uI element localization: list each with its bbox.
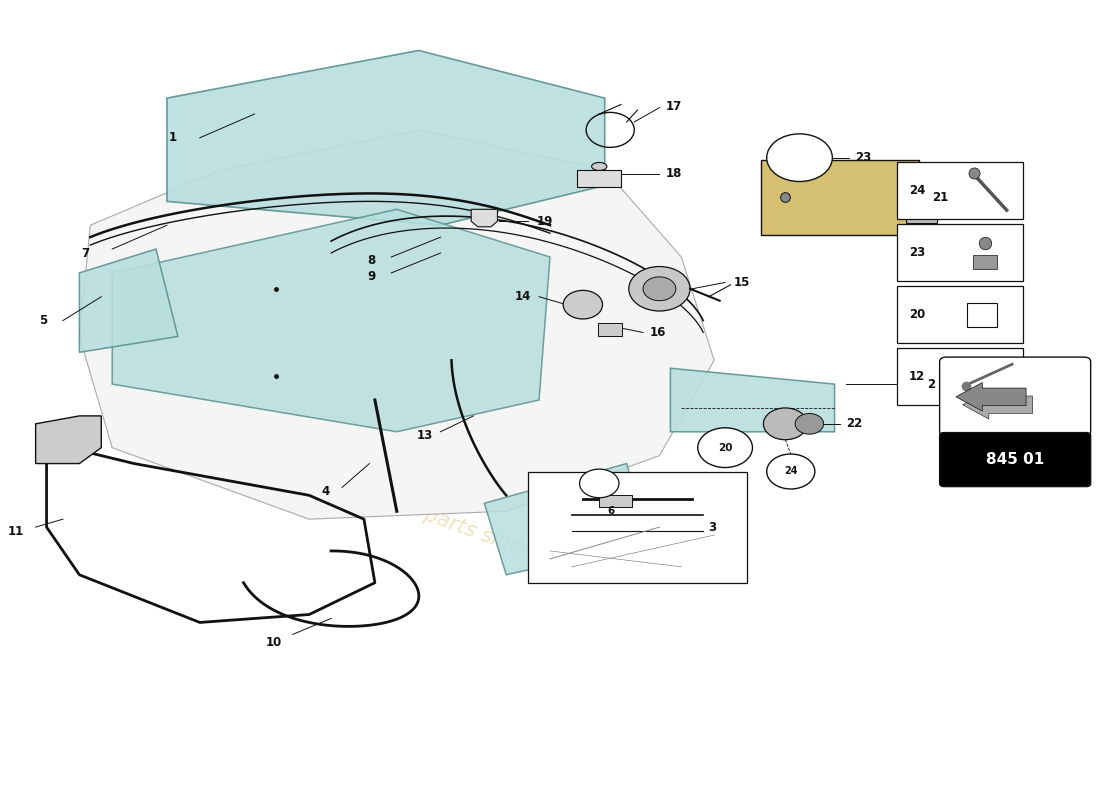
Text: 11: 11 bbox=[8, 525, 24, 538]
FancyBboxPatch shape bbox=[967, 303, 997, 327]
Text: 13: 13 bbox=[417, 430, 433, 442]
FancyBboxPatch shape bbox=[578, 170, 621, 187]
FancyBboxPatch shape bbox=[972, 254, 997, 269]
Polygon shape bbox=[112, 210, 550, 432]
Ellipse shape bbox=[592, 162, 607, 170]
Polygon shape bbox=[79, 130, 714, 519]
Text: 21: 21 bbox=[933, 191, 949, 204]
Polygon shape bbox=[600, 495, 632, 507]
Polygon shape bbox=[167, 50, 605, 226]
Polygon shape bbox=[484, 463, 649, 574]
FancyBboxPatch shape bbox=[939, 357, 1091, 437]
Circle shape bbox=[763, 408, 807, 440]
Polygon shape bbox=[35, 416, 101, 463]
Text: 6: 6 bbox=[607, 506, 615, 516]
Polygon shape bbox=[670, 368, 835, 432]
FancyBboxPatch shape bbox=[898, 286, 1023, 342]
Text: 12: 12 bbox=[909, 370, 925, 382]
FancyArrow shape bbox=[962, 390, 1033, 419]
Circle shape bbox=[580, 469, 619, 498]
FancyBboxPatch shape bbox=[905, 188, 937, 223]
FancyBboxPatch shape bbox=[598, 323, 623, 336]
Text: 5: 5 bbox=[40, 314, 47, 327]
Circle shape bbox=[767, 134, 833, 182]
Text: 18: 18 bbox=[666, 167, 682, 180]
FancyBboxPatch shape bbox=[898, 347, 1023, 405]
Text: 23: 23 bbox=[855, 151, 871, 164]
Text: 24: 24 bbox=[909, 184, 925, 197]
FancyBboxPatch shape bbox=[761, 160, 918, 234]
Text: 1: 1 bbox=[168, 131, 176, 144]
Text: 845 01: 845 01 bbox=[986, 452, 1044, 467]
Text: 15: 15 bbox=[734, 276, 750, 289]
Text: 16: 16 bbox=[650, 326, 667, 339]
Circle shape bbox=[563, 290, 603, 319]
FancyArrow shape bbox=[956, 382, 1026, 411]
FancyBboxPatch shape bbox=[898, 162, 1023, 219]
Text: 17: 17 bbox=[666, 99, 682, 113]
Text: 10: 10 bbox=[266, 636, 283, 649]
Circle shape bbox=[629, 266, 690, 311]
Text: 7: 7 bbox=[80, 246, 89, 259]
Text: 8: 8 bbox=[367, 254, 376, 267]
Text: 23: 23 bbox=[909, 246, 925, 258]
Circle shape bbox=[697, 428, 752, 467]
Text: 2: 2 bbox=[927, 378, 935, 390]
Text: autoparts: autoparts bbox=[328, 358, 619, 506]
Polygon shape bbox=[79, 249, 178, 352]
Text: 20: 20 bbox=[718, 442, 733, 453]
Text: 19: 19 bbox=[537, 214, 552, 228]
Text: 20: 20 bbox=[909, 308, 925, 321]
FancyBboxPatch shape bbox=[898, 224, 1023, 281]
Text: 4: 4 bbox=[321, 485, 330, 498]
Text: 24: 24 bbox=[784, 466, 798, 477]
Text: 22: 22 bbox=[846, 418, 862, 430]
Circle shape bbox=[767, 454, 815, 489]
Circle shape bbox=[795, 414, 824, 434]
Text: 3: 3 bbox=[708, 521, 716, 534]
FancyBboxPatch shape bbox=[939, 433, 1091, 486]
Polygon shape bbox=[471, 210, 497, 227]
FancyBboxPatch shape bbox=[528, 471, 747, 582]
Circle shape bbox=[644, 277, 675, 301]
Text: 14: 14 bbox=[515, 290, 531, 303]
Text: 12: 12 bbox=[593, 478, 606, 489]
Text: 9: 9 bbox=[367, 270, 376, 283]
Text: a passion for parts since 1982: a passion for parts since 1982 bbox=[289, 456, 592, 582]
